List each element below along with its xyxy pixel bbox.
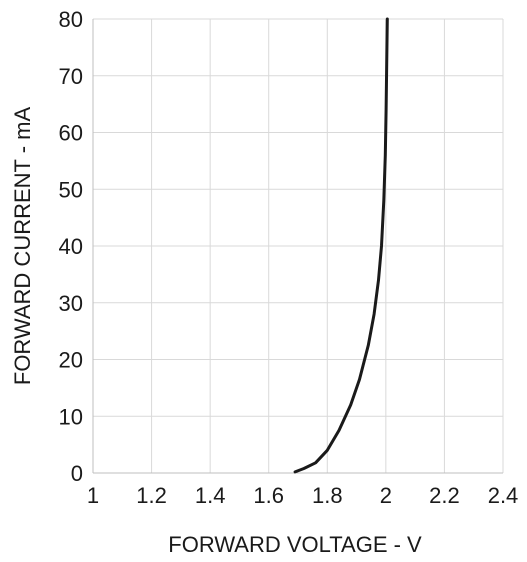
y-tick-label: 40 [59, 234, 83, 259]
x-tick-label: 1.6 [253, 483, 284, 508]
x-tick-label: 2 [380, 483, 392, 508]
grid-lines [93, 18, 504, 473]
y-tick-label: 70 [59, 64, 83, 89]
forward-current-curve [293, 17, 389, 474]
series-group [293, 17, 389, 474]
y-tick-label: 60 [59, 121, 83, 146]
x-tick-label: 1.4 [195, 483, 226, 508]
x-tick-label: 1.8 [312, 483, 343, 508]
x-tick-label: 2.4 [488, 483, 519, 508]
x-tick-label: 1 [87, 483, 99, 508]
y-tick-label: 0 [71, 461, 83, 486]
y-tick-label: 50 [59, 177, 83, 202]
y-tick-labels: 0 10 20 30 40 50 60 70 80 [59, 7, 83, 486]
x-tick-labels: 1 1.2 1.4 1.6 1.8 2 2.2 2.4 [87, 483, 518, 508]
y-tick-label: 20 [59, 348, 83, 373]
y-tick-label: 10 [59, 404, 83, 429]
y-axis-title: FORWARD CURRENT - mA [10, 107, 35, 386]
axes [92, 19, 503, 474]
x-tick-label: 1.2 [136, 483, 167, 508]
y-tick-label: 30 [59, 291, 83, 316]
y-tick-label: 80 [59, 7, 83, 32]
x-axis-title: FORWARD VOLTAGE - V [168, 532, 422, 557]
x-tick-label: 2.2 [429, 483, 460, 508]
